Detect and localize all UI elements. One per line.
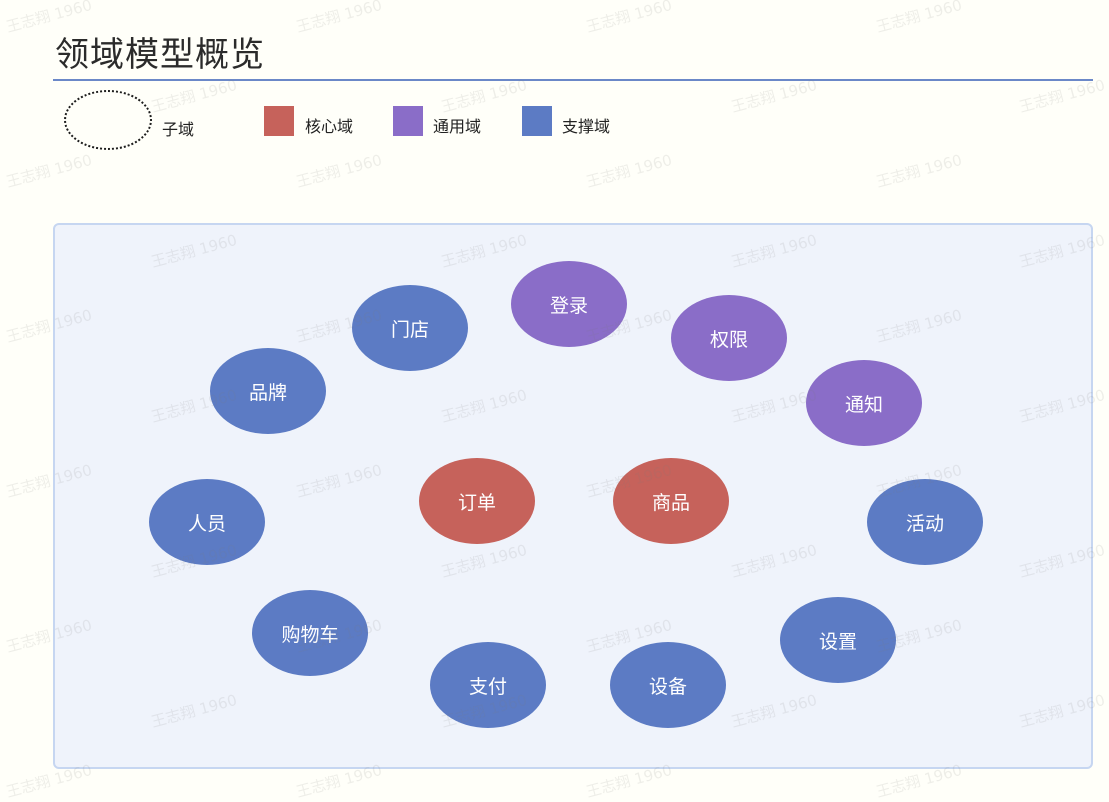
domain-node-personnel[interactable]: 人员 <box>149 479 265 565</box>
domain-node-activity[interactable]: 活动 <box>867 479 983 565</box>
domain-node-product-label: 商品 <box>651 491 690 514</box>
domain-node-order-label: 订单 <box>457 491 496 514</box>
legend-generic-swatch <box>393 106 423 136</box>
watermark: 王志翔 1960 <box>294 150 384 192</box>
domain-node-device[interactable]: 设备 <box>610 642 726 728</box>
domain-node-product[interactable]: 商品 <box>613 458 729 544</box>
page-title: 领域模型概览 <box>55 35 265 75</box>
watermark: 王志翔 1960 <box>294 0 384 37</box>
domain-node-personnel-label: 人员 <box>187 512 226 535</box>
domain-node-permission-label: 权限 <box>709 328 748 351</box>
legend-subdomain-label: 子域 <box>162 120 195 139</box>
watermark: 王志翔 1960 <box>874 0 964 37</box>
domain-node-payment[interactable]: 支付 <box>430 642 546 728</box>
domain-node-brand-label: 品牌 <box>248 381 287 404</box>
watermark: 王志翔 1960 <box>584 0 674 37</box>
domain-node-login-label: 登录 <box>549 294 588 317</box>
domain-node-settings[interactable]: 设置 <box>780 597 896 683</box>
watermark: 王志翔 1960 <box>584 150 674 192</box>
title-divider <box>53 79 1093 81</box>
domain-node-cart-label: 购物车 <box>281 623 339 646</box>
legend-core-label: 核心域 <box>305 117 354 136</box>
domain-node-notification[interactable]: 通知 <box>806 360 922 446</box>
legend-supporting-label: 支撑域 <box>562 117 611 136</box>
legend-supporting-swatch <box>522 106 552 136</box>
domain-node-device-label: 设备 <box>648 675 687 698</box>
watermark: 王志翔 1960 <box>874 150 964 192</box>
domain-node-permission[interactable]: 权限 <box>671 295 787 381</box>
legend-subdomain-ellipse-icon <box>64 90 152 150</box>
domain-node-order[interactable]: 订单 <box>419 458 535 544</box>
domain-node-store[interactable]: 门店 <box>352 285 468 371</box>
domain-node-activity-label: 活动 <box>905 512 944 535</box>
domain-node-login[interactable]: 登录 <box>511 261 627 347</box>
legend-generic-label: 通用域 <box>433 117 482 136</box>
legend-core-swatch <box>264 106 294 136</box>
domain-node-cart[interactable]: 购物车 <box>252 590 368 676</box>
domain-node-store-label: 门店 <box>390 318 429 341</box>
watermark: 王志翔 1960 <box>4 150 94 192</box>
domain-node-brand[interactable]: 品牌 <box>210 348 326 434</box>
domain-node-settings-label: 设置 <box>818 630 857 653</box>
domain-node-notification-label: 通知 <box>844 393 883 416</box>
domain-node-payment-label: 支付 <box>468 675 507 698</box>
